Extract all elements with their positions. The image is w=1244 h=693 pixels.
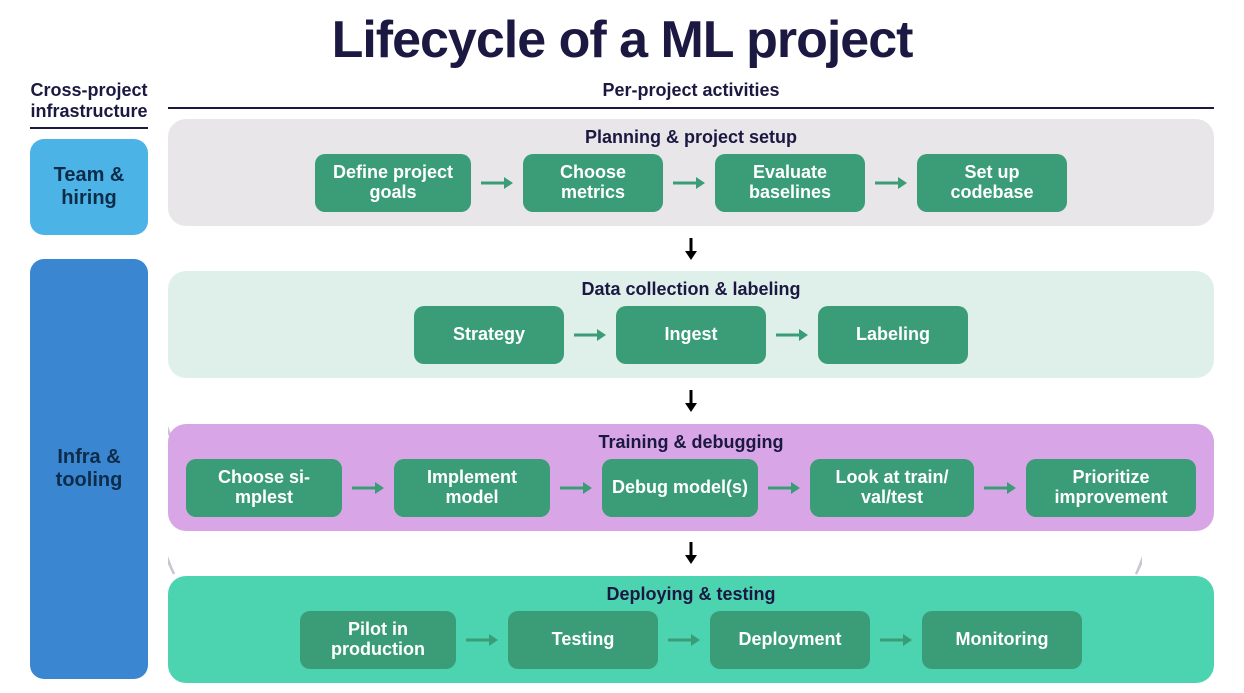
arrow-right-icon [481,176,513,190]
arrow-right-icon [875,176,907,190]
step: Prioritize improvement [1026,459,1196,517]
phase-3: Deploying & testing Pilot in production T… [168,576,1214,683]
cross-project-column: Cross-project infrastructure Team & hiri… [30,80,148,683]
phase-connector [168,542,1214,564]
step: Strategy [414,306,564,364]
arrow-right-icon [668,633,700,647]
step: Define project goals [315,154,471,212]
arrow-right-icon [880,633,912,647]
phase-0: Planning & project setup Define project g… [168,119,1214,226]
infra-box-1: Infra & tooling [30,259,148,679]
arrow-right-icon [768,481,800,495]
arrow-right-icon [776,328,808,342]
arrow-right-icon [574,328,606,342]
page-title: Lifecycle of a ML project [0,0,1244,70]
step: Set up codebase [917,154,1067,212]
main-layout: Cross-project infrastructure Team & hiri… [30,80,1214,683]
step: Look at train/ val/test [810,459,974,517]
arrow-down-icon [684,542,698,564]
phase-steps: Strategy Ingest Labeling [186,306,1196,364]
right-column-header: Per-project activities [168,80,1214,109]
step: Deployment [710,611,870,669]
step: Labeling [818,306,968,364]
step: Debug model(s) [602,459,758,517]
arrow-right-icon [466,633,498,647]
infra-box-0: Team & hiring [30,139,148,235]
left-column-header: Cross-project infrastructure [30,80,148,129]
phase-1: Data collection & labeling Strategy Inges… [168,271,1214,378]
phase-title: Deploying & testing [186,584,1196,605]
phase-title: Training & debugging [186,432,1196,453]
phase-steps: Define project goals Choose metrics Eval… [186,154,1196,212]
arrow-down-icon [684,390,698,412]
step: Testing [508,611,658,669]
infra-boxes: Team & hiring Infra & tooling [30,139,148,679]
phase-connector [168,238,1214,260]
step: Choose metrics [523,154,663,212]
arrow-right-icon [560,481,592,495]
step: Pilot in production [300,611,456,669]
phases-container: Planning & project setup Define project g… [168,119,1214,683]
per-project-column: Per-project activities Planning & projec… [168,80,1214,683]
phase-title: Data collection & labeling [186,279,1196,300]
step: Ingest [616,306,766,364]
phase-connector [168,390,1214,412]
phase-2: Training & debugging Choose si- mplest Im… [168,424,1214,531]
step: Monitoring [922,611,1082,669]
arrow-right-icon [673,176,705,190]
arrow-down-icon [684,238,698,260]
arrow-right-icon [984,481,1016,495]
phase-title: Planning & project setup [186,127,1196,148]
arrow-right-icon [352,481,384,495]
phase-steps: Choose si- mplest Implement model Debug … [186,459,1196,517]
step: Evaluate baselines [715,154,865,212]
step: Choose si- mplest [186,459,342,517]
phase-steps: Pilot in production Testing Deployment M… [186,611,1196,669]
step: Implement model [394,459,550,517]
